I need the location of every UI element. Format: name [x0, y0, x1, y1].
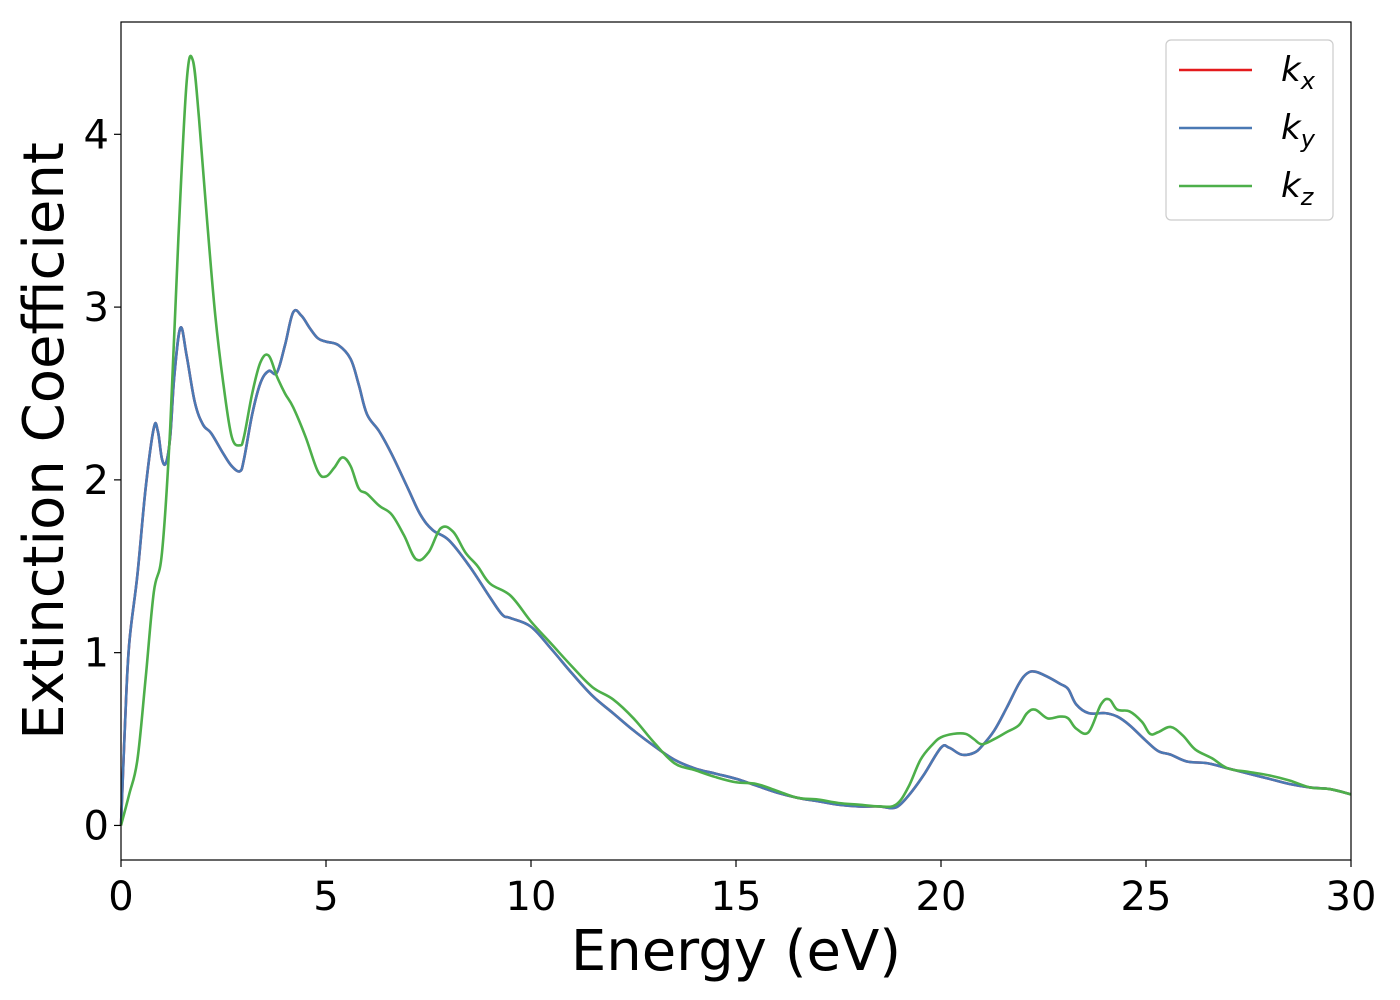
y-axis-label: Extinction Coefficient: [12, 142, 77, 740]
ticks-layer: 0 5 10 15 20 25 30 0 1 2 3 4: [84, 112, 1377, 920]
y-tick-label: 1: [84, 631, 109, 677]
legend-label-ky: ky: [1281, 108, 1316, 153]
x-tick-label: 25: [1121, 874, 1172, 920]
y-tick-label: 3: [84, 285, 109, 331]
series-line-kz: [119, 54, 1352, 826]
x-tick-label: 20: [916, 874, 967, 920]
x-axis-label: Energy (eV): [571, 919, 901, 984]
legend-label-kz: kz: [1281, 166, 1315, 211]
x-tick-label: 0: [108, 874, 133, 920]
y-tick-label: 0: [84, 803, 109, 849]
x-tick-label: 10: [506, 874, 557, 920]
legend-box: [1165, 39, 1334, 221]
legend-label-kx: kx: [1281, 50, 1316, 95]
x-tick-label: 30: [1326, 874, 1377, 920]
legend: kx ky kz: [1165, 39, 1334, 221]
x-tick-label: 5: [313, 874, 338, 920]
y-tick-label: 2: [84, 458, 109, 504]
y-tick-label: 4: [84, 112, 109, 158]
x-tick-label: 15: [711, 874, 762, 920]
series-layer: [119, 54, 1352, 826]
series-line-ky: [119, 308, 1352, 826]
